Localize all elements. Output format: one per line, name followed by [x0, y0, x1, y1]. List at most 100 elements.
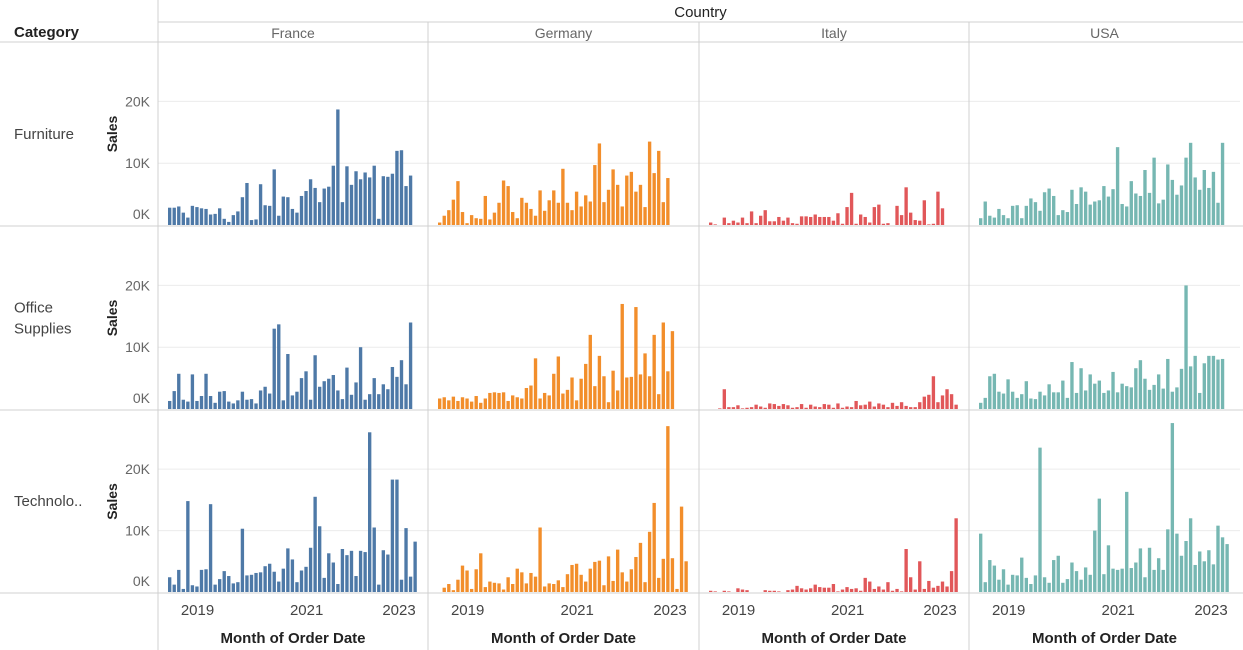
bar-usa-0-23 — [1083, 191, 1088, 225]
bar-italy-2-53 — [949, 571, 954, 592]
bar-germany-2-38 — [611, 580, 615, 592]
bar-usa-2-12 — [1033, 575, 1038, 592]
bar-italy-0-7 — [740, 217, 745, 225]
bar-italy-2-33 — [859, 590, 863, 592]
bar-germany-1-10 — [483, 398, 487, 409]
bar-france-1-30 — [304, 371, 308, 409]
bar-italy-0-10 — [754, 223, 758, 225]
bar-italy-1-8 — [745, 407, 749, 409]
bar-france-0-6 — [195, 207, 199, 225]
bar-germany-2-22 — [538, 527, 542, 592]
bar-germany-1-18 — [520, 398, 524, 409]
bar-usa-2-19 — [1065, 579, 1070, 592]
bar-germany-1-29 — [570, 377, 574, 409]
bar-france-2-38 — [340, 549, 345, 592]
bar-usa-0-37 — [1147, 192, 1152, 225]
bar-germany-2-10 — [483, 587, 487, 592]
bar-usa-2-18 — [1061, 582, 1065, 592]
bar-germany-0-28 — [565, 202, 570, 225]
column-header-italy: Italy — [821, 25, 847, 41]
bar-usa-1-31 — [1120, 383, 1124, 409]
bar-usa-1-34 — [1134, 368, 1138, 409]
bar-italy-2-29 — [840, 589, 845, 592]
bar-italy-2-43 — [904, 549, 908, 592]
bar-germany-1-9 — [479, 402, 483, 409]
bar-italy-0-25 — [822, 216, 826, 225]
x-axis-title: Month of Order Date — [762, 630, 907, 647]
bar-germany-2-40 — [620, 572, 624, 592]
bar-france-1-42 — [358, 347, 363, 409]
bar-usa-2-17 — [1056, 555, 1060, 592]
bar-italy-0-4 — [727, 223, 731, 225]
bar-usa-2-31 — [1120, 568, 1124, 592]
bar-france-2-32 — [313, 496, 317, 592]
bar-france-0-23 — [272, 169, 276, 225]
bar-usa-2-2 — [988, 560, 992, 592]
bar-germany-0-22 — [538, 190, 542, 225]
bar-germany-1-34 — [593, 386, 597, 409]
bar-usa-1-5 — [1001, 393, 1006, 409]
bar-germany-1-35 — [597, 355, 602, 409]
bar-germany-2-44 — [638, 542, 643, 592]
bar-germany-1-36 — [602, 376, 606, 409]
bar-france-1-16 — [240, 391, 245, 409]
bar-france-2-14 — [231, 583, 235, 592]
bar-germany-0-29 — [570, 210, 574, 225]
bar-usa-0-7 — [1010, 205, 1015, 225]
bar-usa-0-3 — [992, 217, 997, 225]
bar-italy-1-23 — [813, 406, 817, 409]
bar-germany-1-6 — [465, 398, 469, 409]
bar-italy-2-24 — [818, 587, 822, 592]
bar-france-1-53 — [408, 322, 413, 409]
bar-france-2-20 — [258, 572, 263, 592]
bar-germany-1-43 — [634, 307, 638, 409]
bar-germany-2-11 — [488, 581, 492, 592]
x-axis-title: Month of Order Date — [1032, 630, 1177, 647]
bar-france-0-32 — [313, 187, 317, 225]
bar-germany-0-35 — [597, 143, 602, 225]
bar-usa-1-24 — [1088, 374, 1092, 409]
bar-france-0-4 — [186, 217, 190, 225]
bar-france-2-37 — [336, 584, 340, 592]
bar-usa-1-13 — [1038, 391, 1042, 409]
bar-usa-1-6 — [1006, 379, 1010, 409]
bar-france-0-42 — [358, 179, 363, 225]
bar-germany-0-37 — [606, 189, 611, 225]
bar-france-2-29 — [299, 570, 304, 592]
bar-italy-1-5 — [731, 407, 736, 409]
bar-usa-1-33 — [1129, 387, 1133, 410]
bar-italy-0-29 — [840, 223, 845, 225]
bar-france-1-2 — [177, 373, 181, 409]
bar-france-0-39 — [345, 166, 349, 225]
bar-germany-0-5 — [460, 212, 465, 225]
bar-germany-0-16 — [511, 212, 515, 225]
bar-italy-2-4 — [727, 591, 731, 592]
bar-usa-0-19 — [1065, 212, 1070, 225]
bar-italy-2-37 — [877, 586, 881, 592]
bar-germany-0-26 — [556, 202, 561, 225]
bar-france-1-1 — [172, 391, 176, 409]
bar-germany-1-48 — [657, 394, 661, 409]
bar-italy-0-27 — [831, 220, 836, 226]
bar-usa-2-1 — [983, 582, 987, 592]
bar-italy-1-50 — [936, 402, 940, 409]
bar-germany-2-49 — [661, 558, 665, 592]
bar-usa-2-38 — [1152, 569, 1156, 592]
bar-france-1-23 — [272, 328, 276, 409]
bar-italy-2-20 — [799, 588, 804, 592]
bar-germany-0-18 — [520, 197, 524, 225]
bar-germany-0-10 — [483, 195, 487, 225]
bar-france-2-18 — [249, 574, 254, 592]
bar-usa-2-35 — [1138, 548, 1143, 592]
bar-usa-1-43 — [1175, 387, 1179, 410]
bar-italy-0-9 — [749, 211, 754, 225]
bar-usa-1-51 — [1211, 355, 1216, 409]
bar-italy-0-26 — [827, 216, 831, 225]
bar-usa-1-38 — [1152, 384, 1156, 409]
bar-france-0-17 — [245, 182, 249, 225]
bar-usa-1-46 — [1188, 366, 1193, 409]
bar-usa-0-2 — [988, 215, 992, 225]
bar-usa-1-19 — [1065, 397, 1070, 409]
bar-usa-2-53 — [1220, 537, 1225, 592]
bar-france-1-38 — [340, 399, 345, 409]
